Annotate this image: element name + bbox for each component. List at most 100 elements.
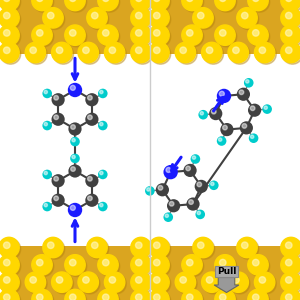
Circle shape <box>80 44 100 64</box>
Circle shape <box>203 274 224 294</box>
Circle shape <box>216 291 237 300</box>
Circle shape <box>281 237 300 258</box>
Circle shape <box>194 239 215 259</box>
Circle shape <box>246 80 249 83</box>
Circle shape <box>0 272 19 292</box>
Circle shape <box>228 272 248 292</box>
Circle shape <box>167 199 180 212</box>
Circle shape <box>109 277 116 283</box>
Circle shape <box>149 237 169 258</box>
Circle shape <box>249 256 270 277</box>
Circle shape <box>32 289 52 300</box>
Circle shape <box>286 47 292 53</box>
Circle shape <box>98 0 118 11</box>
Circle shape <box>136 242 142 248</box>
Circle shape <box>136 294 142 300</box>
Circle shape <box>32 0 52 11</box>
Circle shape <box>166 167 171 172</box>
FancyBboxPatch shape <box>156 246 294 300</box>
Circle shape <box>145 186 155 196</box>
Circle shape <box>195 210 205 219</box>
Circle shape <box>98 202 108 211</box>
Circle shape <box>88 239 109 259</box>
Circle shape <box>149 272 169 292</box>
Circle shape <box>183 256 204 277</box>
Circle shape <box>193 8 213 28</box>
Circle shape <box>103 259 109 266</box>
Circle shape <box>44 90 47 94</box>
Circle shape <box>150 239 171 259</box>
Circle shape <box>154 277 160 283</box>
Circle shape <box>103 0 109 2</box>
Circle shape <box>85 112 98 126</box>
Circle shape <box>52 112 65 126</box>
Circle shape <box>136 277 142 283</box>
Circle shape <box>136 30 142 36</box>
Circle shape <box>65 25 85 45</box>
Circle shape <box>52 174 65 187</box>
Circle shape <box>248 255 268 275</box>
Circle shape <box>25 272 46 292</box>
Circle shape <box>202 272 222 292</box>
Circle shape <box>52 42 72 63</box>
Circle shape <box>206 277 213 283</box>
Circle shape <box>0 237 19 258</box>
Circle shape <box>154 47 160 53</box>
Circle shape <box>104 272 125 292</box>
Circle shape <box>44 9 65 30</box>
Circle shape <box>106 44 126 64</box>
Circle shape <box>254 272 275 292</box>
Circle shape <box>66 291 87 300</box>
Circle shape <box>132 44 153 64</box>
Circle shape <box>131 42 151 63</box>
FancyBboxPatch shape <box>6 246 144 300</box>
Circle shape <box>53 274 74 294</box>
Circle shape <box>253 30 259 36</box>
Circle shape <box>198 110 208 119</box>
Circle shape <box>212 109 216 114</box>
Circle shape <box>244 78 254 88</box>
Circle shape <box>66 26 87 47</box>
Circle shape <box>180 47 186 53</box>
Circle shape <box>194 9 215 30</box>
Circle shape <box>220 0 226 2</box>
Circle shape <box>233 47 239 53</box>
Circle shape <box>30 277 36 283</box>
Circle shape <box>54 176 58 181</box>
Circle shape <box>165 214 169 218</box>
Circle shape <box>154 242 160 248</box>
Circle shape <box>149 8 169 28</box>
Circle shape <box>175 272 196 292</box>
Circle shape <box>4 277 10 283</box>
Circle shape <box>88 196 92 201</box>
Circle shape <box>183 291 204 300</box>
Circle shape <box>0 289 19 300</box>
Circle shape <box>47 242 54 248</box>
Circle shape <box>248 0 268 11</box>
Circle shape <box>44 122 47 126</box>
Circle shape <box>78 42 98 63</box>
Circle shape <box>98 25 118 45</box>
Circle shape <box>200 112 203 115</box>
Circle shape <box>92 242 98 248</box>
Circle shape <box>136 259 142 266</box>
Circle shape <box>184 164 197 177</box>
Circle shape <box>249 291 270 300</box>
Circle shape <box>248 25 268 45</box>
Circle shape <box>203 44 224 64</box>
Circle shape <box>282 239 300 259</box>
Circle shape <box>169 202 174 206</box>
Circle shape <box>4 30 10 36</box>
Circle shape <box>223 125 227 130</box>
Circle shape <box>187 294 193 300</box>
Circle shape <box>187 30 193 36</box>
FancyBboxPatch shape <box>156 0 294 54</box>
Circle shape <box>0 291 21 300</box>
Circle shape <box>215 0 235 11</box>
Circle shape <box>33 0 54 12</box>
Circle shape <box>259 277 266 283</box>
Circle shape <box>182 255 202 275</box>
Circle shape <box>0 8 19 28</box>
Circle shape <box>282 9 300 30</box>
Circle shape <box>281 0 300 11</box>
